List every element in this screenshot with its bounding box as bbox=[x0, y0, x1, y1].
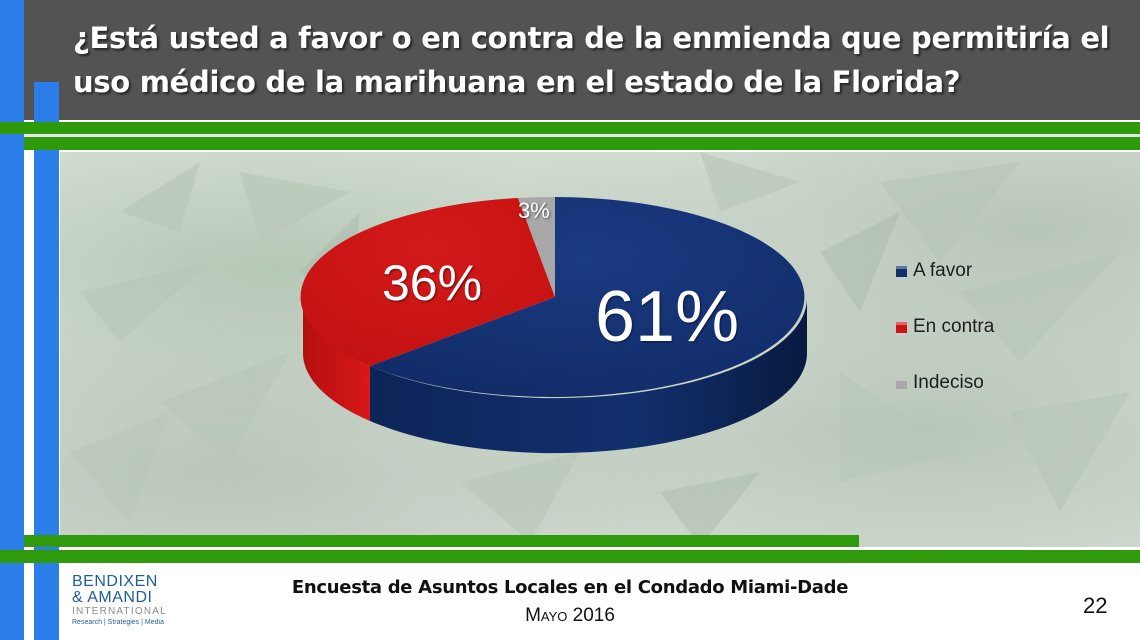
green-divider-bottom-2 bbox=[0, 550, 1140, 563]
green-divider-bottom-1 bbox=[24, 535, 859, 547]
green-divider-top-1 bbox=[0, 122, 1140, 134]
pie-slice-a-favor bbox=[370, 197, 805, 397]
legend-label: Indeciso bbox=[913, 372, 984, 393]
logo-text-bendixen: BENDIXEN bbox=[72, 573, 158, 590]
legend-item-a-favor: A favor bbox=[896, 257, 994, 285]
page-number: 22 bbox=[1083, 593, 1108, 618]
legend-label: En contra bbox=[913, 316, 995, 337]
footer-subtitle: Mayo 2016 bbox=[525, 605, 615, 626]
divider-line bbox=[24, 134, 1140, 137]
data-label-en-contra: 36% bbox=[382, 255, 483, 311]
logo-text-amandi: & AMANDI bbox=[72, 589, 153, 606]
data-label-a-favor: 61% bbox=[595, 277, 740, 357]
slide-header bbox=[0, 0, 1140, 120]
logo-tagline: Research | Strategies | Media bbox=[72, 619, 164, 626]
legend-item-en-contra: En contra bbox=[896, 313, 994, 341]
legend-swatch-icon bbox=[896, 377, 907, 389]
pie-chart bbox=[300, 196, 808, 454]
legend-item-indeciso: Indeciso bbox=[896, 369, 994, 397]
legend-label: A favor bbox=[913, 260, 973, 281]
company-logo: BENDIXEN & AMANDI INTERNATIONAL Research… bbox=[72, 574, 172, 628]
green-divider-top-2 bbox=[24, 137, 1140, 150]
blue-accent-bar-left bbox=[0, 0, 24, 640]
legend-swatch-icon bbox=[896, 265, 907, 277]
chart-legend: A favor En contra Indeciso bbox=[896, 257, 994, 425]
blue-accent-bar-inner bbox=[34, 82, 59, 640]
pie-slice-indeciso bbox=[518, 196, 555, 297]
footer-title: Encuesta de Asuntos Locales en el Condad… bbox=[291, 577, 849, 598]
logo-text-international: INTERNATIONAL bbox=[72, 606, 167, 617]
legend-swatch-icon bbox=[896, 321, 907, 333]
pie-slice-en-contra bbox=[300, 198, 555, 366]
pie-side-a-favor bbox=[370, 297, 808, 454]
pie-side-en-contra bbox=[302, 297, 370, 421]
data-label-indeciso: 3% bbox=[518, 198, 550, 223]
slide-title: ¿Está usted a favor o en contra de la en… bbox=[73, 21, 1110, 99]
